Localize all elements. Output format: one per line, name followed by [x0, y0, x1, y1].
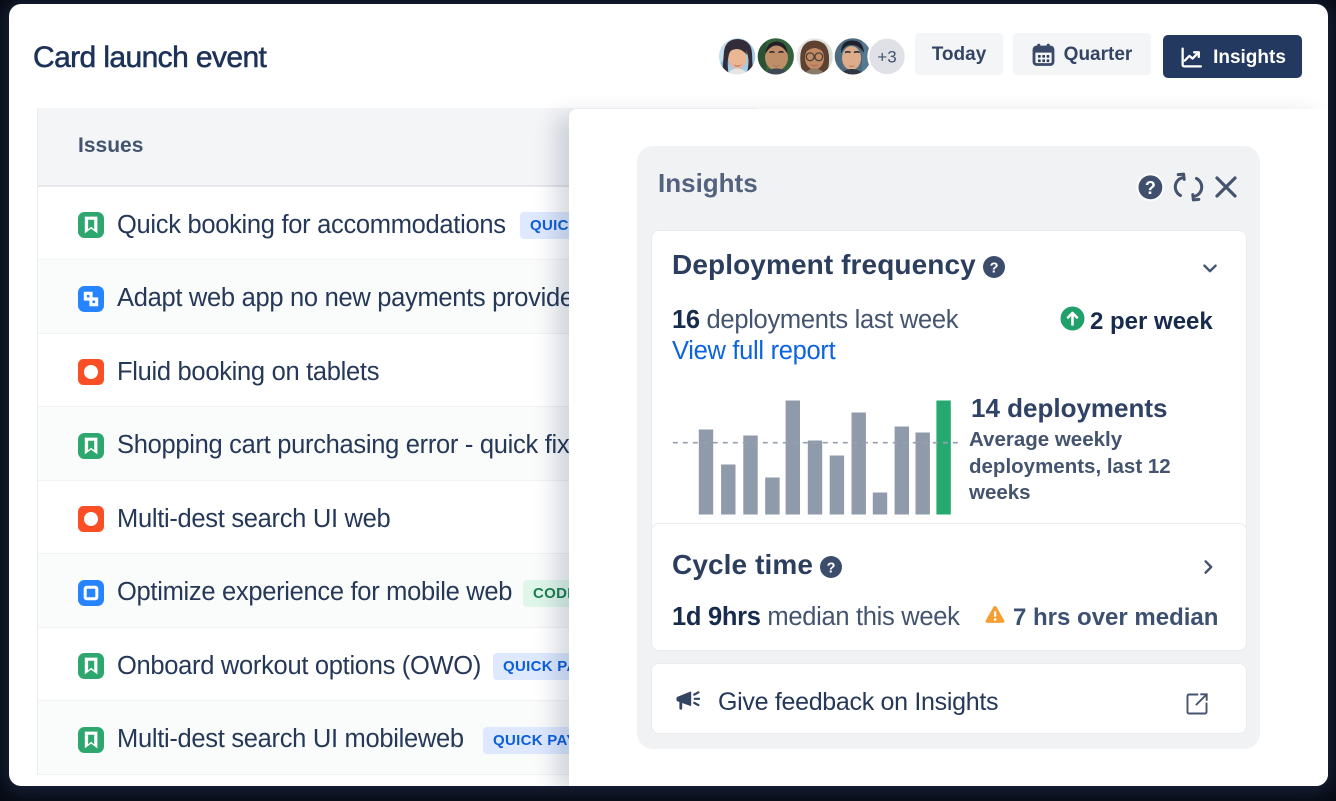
svg-text:+3: +3	[877, 48, 896, 67]
svg-text:?: ?	[1145, 178, 1156, 198]
svg-text:?: ?	[990, 261, 999, 277]
svg-text:?: ?	[827, 560, 836, 576]
